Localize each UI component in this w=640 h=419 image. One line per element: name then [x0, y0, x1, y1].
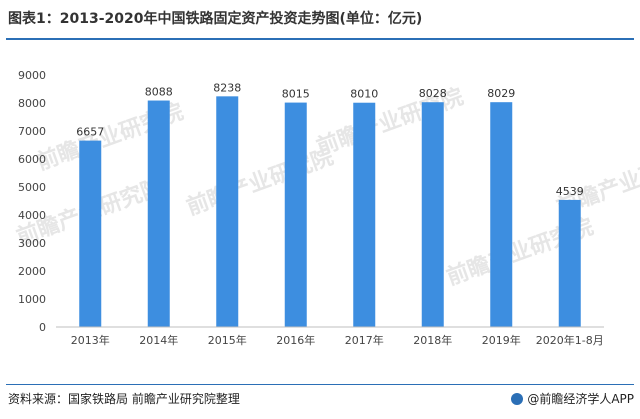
y-tick-label: 9000 — [18, 69, 46, 82]
bar — [558, 199, 581, 327]
x-tick-label: 2019年 — [482, 333, 521, 347]
brand-logo-icon — [511, 393, 524, 405]
x-axis-ticks: 2013年 2014年 2015年 2016年 2017年 2018年 2019年 2020年… — [71, 333, 604, 347]
brand-credit: @前瞻经济学人APP — [511, 389, 634, 409]
x-tick-label: 2013年 — [71, 333, 110, 347]
data-label: 8029 — [487, 87, 515, 100]
bar — [147, 100, 170, 327]
bars — [79, 96, 581, 327]
bar — [216, 96, 239, 327]
y-tick-label: 7000 — [18, 125, 46, 138]
data-label: 6657 — [76, 126, 104, 139]
data-label: 4539 — [556, 185, 584, 198]
y-tick-label: 3000 — [18, 237, 46, 250]
x-tick-label: 2018年 — [413, 333, 452, 347]
x-tick-label: 2014年 — [139, 333, 178, 347]
x-tick-label: 2016年 — [276, 333, 315, 347]
y-axis-ticks: 0 1000 2000 3000 4000 5000 6000 7000 8000 9000 — [18, 69, 46, 334]
y-tick-label: 1000 — [18, 293, 46, 306]
data-label: 8028 — [419, 87, 447, 100]
y-tick-label: 8000 — [18, 97, 46, 110]
bar — [421, 102, 444, 327]
data-label: 8238 — [213, 81, 241, 94]
bar-chart: 前瞻产业研究院前瞻产业研究院前瞻产业研究院前瞻产业研究院前瞻产业研究院前瞻产业研… — [13, 69, 640, 347]
brand-label: @前瞻经济学人APP — [527, 392, 634, 406]
footer-divider — [6, 384, 634, 385]
data-labels: 6657 8088 8238 8015 8010 8028 8029 4539 — [76, 81, 584, 198]
chart-title: 图表1：2013-2020年中国铁路固定资产投资走势图(单位：亿元) — [8, 11, 423, 27]
x-tick-label: 2020年1-8月 — [536, 333, 604, 347]
data-label: 8088 — [145, 86, 173, 99]
x-tick-label: 2017年 — [345, 333, 384, 347]
title-divider — [6, 38, 634, 40]
y-tick-label: 4000 — [18, 209, 46, 222]
bar — [353, 102, 376, 327]
data-label: 8010 — [350, 88, 378, 101]
watermark-layer: 前瞻产业研究院前瞻产业研究院前瞻产业研究院前瞻产业研究院前瞻产业研究院前瞻产业研… — [13, 84, 640, 291]
y-tick-label: 2000 — [18, 265, 46, 278]
bar — [284, 102, 307, 327]
bar — [490, 102, 513, 327]
source-note: 资料来源：国家铁路局 前瞻产业研究院整理 — [8, 392, 240, 406]
x-tick-label: 2015年 — [208, 333, 247, 347]
data-label: 8015 — [282, 88, 310, 101]
y-tick-label: 0 — [39, 321, 46, 334]
y-tick-label: 6000 — [18, 153, 46, 166]
y-tick-label: 5000 — [18, 181, 46, 194]
watermark-text: 前瞻产业研究院 — [183, 144, 337, 221]
bar — [79, 140, 102, 327]
